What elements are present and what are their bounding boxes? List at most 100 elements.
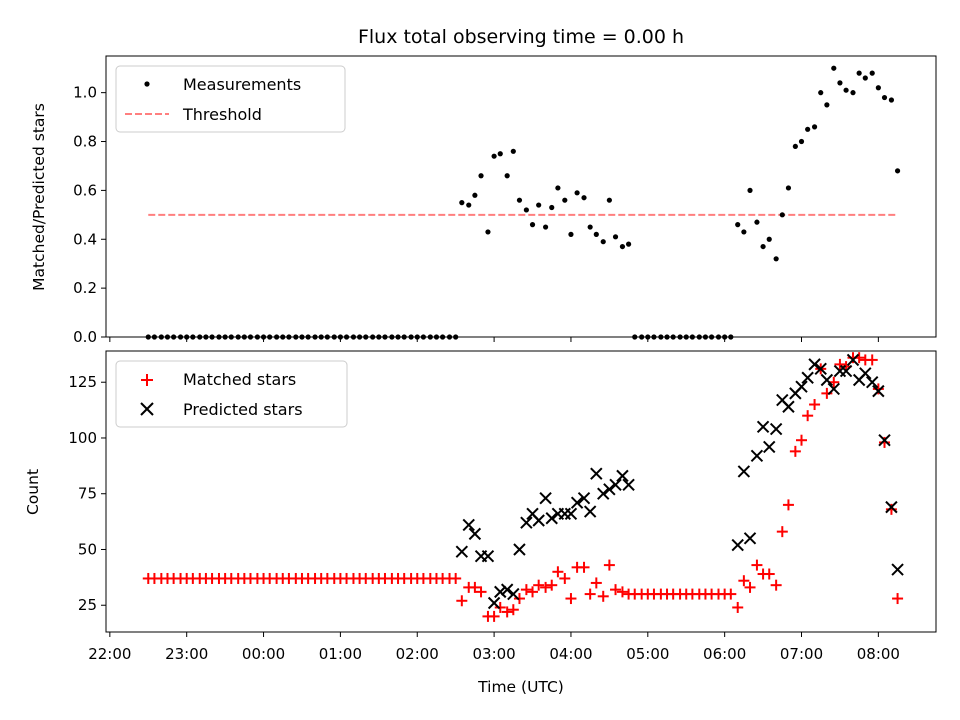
measurement-point: [824, 102, 830, 108]
measurement-point: [856, 70, 862, 76]
matched-star-point: [744, 581, 756, 593]
x-tick-label: 22:00: [88, 645, 131, 663]
matched-star-point: [578, 561, 590, 573]
top-x-ticks: [109, 337, 879, 342]
bottom-y-tick-label: 50: [78, 540, 97, 558]
x-tick-label: 05:00: [626, 645, 669, 663]
matched-star-point: [751, 559, 763, 571]
predicted-star-point: [616, 469, 629, 483]
measurement-point: [811, 124, 818, 130]
measurement-point: [491, 153, 497, 159]
measurement-point: [792, 143, 798, 150]
matched-star-point: [450, 572, 462, 584]
matched-star-point: [520, 584, 532, 596]
predicted-star-point: [827, 382, 840, 396]
measurement-point: [747, 187, 753, 193]
bottom-legend: Matched stars Predicted stars: [115, 360, 348, 428]
top-y-tick-label: 0.4: [73, 230, 97, 248]
predicted-star-point: [737, 465, 751, 478]
matched-star-point: [456, 595, 468, 607]
predicted-star-point: [839, 364, 853, 378]
predicted-star-point: [859, 367, 872, 380]
bottom-y-tick-label: 75: [78, 485, 97, 503]
matched-star-point: [610, 584, 622, 596]
measurement-point: [894, 168, 901, 174]
predicted-star-point: [500, 583, 514, 596]
matched-star-point: [513, 593, 525, 605]
predicted-star-point: [532, 514, 545, 527]
predicted-star-point: [539, 491, 552, 505]
measurement-point: [542, 224, 549, 230]
predicted-star-point: [590, 467, 603, 480]
measurement-point: [869, 70, 875, 76]
measurement-point: [881, 94, 888, 101]
predicted-star-point: [878, 433, 891, 447]
measurement-point: [862, 75, 868, 81]
legend-label-measurements: Measurements: [183, 75, 301, 94]
predicted-star-point: [609, 478, 622, 492]
predicted-star-point: [583, 505, 597, 518]
measurement-point: [831, 65, 837, 71]
matched-star-point: [565, 593, 577, 605]
legend-label-predicted-stars: Predicted stars: [183, 400, 303, 419]
matched-star-point: [533, 579, 545, 591]
chart-title: Flux total observing time = 0.00 h: [358, 26, 684, 48]
predicted-star-point: [570, 496, 584, 509]
predicted-star-point: [455, 545, 469, 558]
bottom-axes-frame: [105, 350, 937, 633]
matched-star-point: [590, 577, 602, 589]
measurement-point: [805, 126, 811, 132]
legend-label-threshold: Threshold: [182, 105, 262, 124]
matched-star-point: [597, 590, 609, 602]
measurement-point: [741, 229, 747, 235]
predicted-star-point: [782, 400, 795, 413]
x-tick-label: 02:00: [396, 645, 439, 663]
predicted-star-point: [820, 373, 834, 387]
matched-star-point: [809, 399, 821, 411]
measurement-point: [549, 204, 555, 211]
top-legend-box: [115, 65, 346, 133]
predicted-star-point: [872, 384, 885, 398]
matched-star-point: [892, 593, 904, 605]
predicted-star-point: [814, 362, 827, 376]
measurement-point: [735, 222, 741, 228]
predicted-star-point: [494, 585, 507, 599]
measurement-point: [516, 197, 523, 203]
predicted-star-point: [750, 449, 764, 463]
top-y-tick-label: 0.8: [73, 133, 97, 151]
measurement-point: [523, 207, 529, 213]
measurement-point: [619, 243, 626, 250]
x-tick-label: 08:00: [857, 645, 900, 663]
top-y-tick-label: 1.0: [73, 84, 97, 102]
predicted-star-point: [801, 371, 814, 384]
predicted-star-point: [487, 596, 501, 610]
top-y-tick-label: 0.0: [73, 328, 97, 346]
measurement-point: [478, 173, 484, 179]
predicted-star-point: [846, 353, 860, 367]
matched-star-point: [872, 383, 884, 395]
matched-star-point: [501, 606, 513, 618]
measurement-point: [843, 87, 849, 93]
predicted-star-point: [743, 532, 757, 545]
predicted-star-point: [481, 549, 495, 563]
measurement-point: [510, 148, 516, 154]
x-tick-label: 03:00: [472, 645, 515, 663]
measurement-point: [574, 190, 580, 196]
predicted-star-point: [769, 422, 783, 436]
measurement-point: [888, 97, 895, 103]
predicted-star-point: [468, 527, 482, 541]
measurement-point: [529, 222, 536, 228]
bottom-y-axis-label: Count: [24, 469, 42, 515]
measurement-point: [837, 80, 843, 86]
top-y-axis-label: Matched/Predicted stars: [30, 103, 48, 291]
measurement-point: [818, 90, 824, 96]
measurement-point: [773, 256, 779, 262]
matched-star-point: [507, 604, 519, 616]
measurement-point: [485, 229, 491, 235]
matched-star-point: [559, 572, 571, 584]
predicted-star-point: [866, 376, 879, 389]
measurement-point: [754, 219, 760, 225]
matched-star-point: [732, 601, 744, 613]
matched-star-point: [866, 354, 878, 366]
matched-star-point: [738, 575, 750, 587]
